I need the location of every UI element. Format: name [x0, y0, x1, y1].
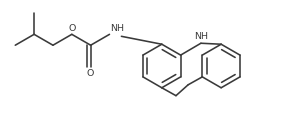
Text: O: O [87, 69, 94, 78]
Text: O: O [68, 24, 76, 33]
Text: NH: NH [194, 32, 208, 41]
Text: NH: NH [111, 24, 125, 33]
